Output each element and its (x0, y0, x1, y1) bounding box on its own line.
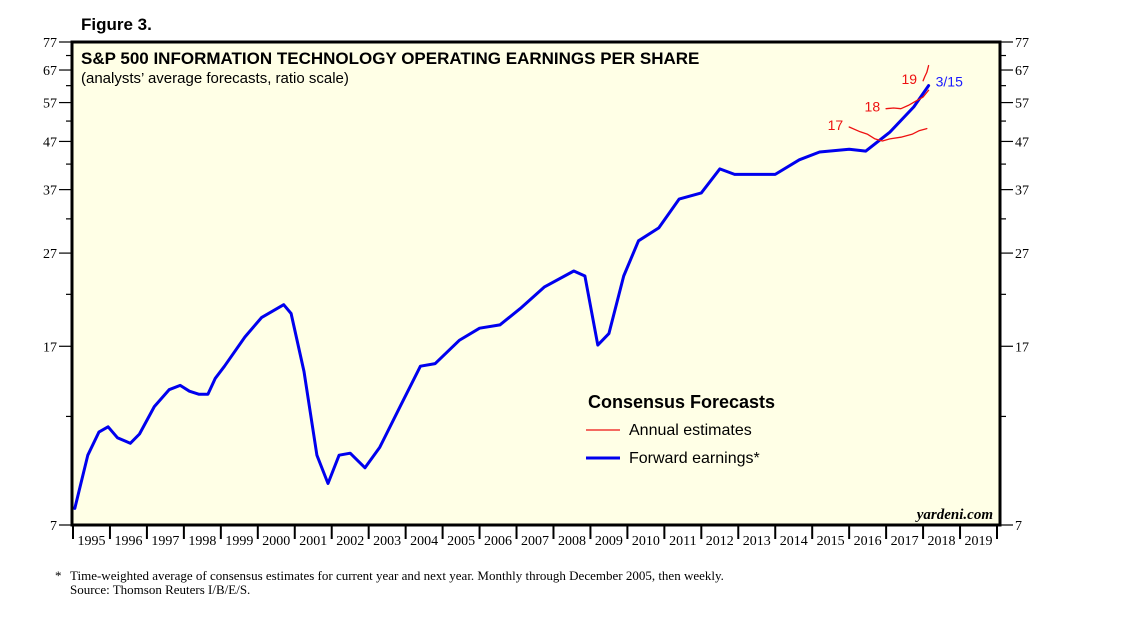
x-axis: 1995 1996 1997 1998 1999 2000 2001 2002 2003 2004… (72, 525, 998, 549)
series-forward-earnings-line (73, 84, 931, 510)
annual-label-17: 17 (828, 117, 844, 133)
y-tick-label-right: 77 (1015, 36, 1029, 51)
forward-end-label: 3/15 (936, 74, 963, 90)
source-credit: yardeni.com (915, 507, 993, 523)
x-tick-label: 2015 (817, 534, 845, 549)
y-tick-label-right: 37 (1015, 184, 1029, 199)
y-tick-label-right: 47 (1015, 135, 1029, 150)
x-tick-label: 2012 (706, 534, 734, 549)
x-tick-label: 1997 (151, 534, 179, 549)
legend-label-annual: Annual estimates (629, 422, 752, 439)
x-tick-label: 2000 (262, 534, 290, 549)
legend: Consensus Forecasts Annual estimates For… (586, 392, 775, 467)
y-tick-label-right: 67 (1015, 64, 1029, 79)
x-tick-label: 2004 (410, 534, 438, 549)
chart-title: S&P 500 INFORMATION TECHNOLOGY OPERATING… (81, 49, 699, 68)
annual-label-19: 19 (902, 71, 918, 87)
plot-area (72, 42, 1000, 525)
legend-title: Consensus Forecasts (588, 392, 775, 412)
x-tick-label: 2010 (632, 534, 660, 549)
y-tick-label-right: 57 (1015, 97, 1029, 112)
x-tick-label: 2002 (336, 534, 364, 549)
footnote-line-1: Time-weighted average of consensus estim… (70, 568, 724, 583)
y-axis-left: 7 17 27 37 47 57 67 77 (43, 36, 72, 534)
x-tick-label: 2006 (484, 534, 512, 549)
series-layer: 3/15 17 18 19 (73, 64, 963, 510)
y-tick-label-left: 17 (43, 340, 57, 355)
footnote-marker: * (55, 568, 62, 583)
x-tick-label: 2014 (780, 534, 808, 549)
x-tick-label: 2007 (521, 534, 549, 549)
x-tick-label: 2019 (965, 534, 993, 549)
legend-label-forward: Forward earnings* (629, 450, 760, 467)
y-tick-label-left: 7 (50, 519, 57, 534)
x-tick-label: 2018 (928, 534, 956, 549)
y-tick-label-left: 77 (43, 36, 57, 51)
plot-frame (70, 40, 1002, 527)
x-tick-label: 2013 (743, 534, 771, 549)
y-axis-right: 7 17 27 37 47 57 67 77 (1000, 36, 1029, 534)
y-tick-label-left: 27 (43, 247, 57, 262)
x-tick-label: 1995 (77, 534, 105, 549)
y-tick-label-right: 17 (1015, 340, 1029, 355)
y-tick-label-left: 67 (43, 64, 57, 79)
y-tick-label-right: 7 (1015, 519, 1022, 534)
y-tick-label-left: 37 (43, 184, 57, 199)
figure-label: Figure 3. (81, 15, 152, 34)
y-tick-label-right: 27 (1015, 247, 1029, 262)
x-tick-label: 2016 (854, 534, 882, 549)
x-tick-label: 1999 (225, 534, 253, 549)
y-tick-label-left: 47 (43, 135, 57, 150)
x-tick-label: 2011 (669, 534, 696, 549)
x-tick-label: 2003 (373, 534, 401, 549)
x-tick-label: 2001 (299, 534, 327, 549)
x-tick-label: 1996 (114, 534, 142, 549)
x-tick-label: 2009 (595, 534, 623, 549)
series-annual-19-line (922, 64, 930, 82)
x-tick-label: 1998 (188, 534, 216, 549)
x-tick-label: 2008 (558, 534, 586, 549)
footnote-line-2: Source: Thomson Reuters I/B/E/S. (70, 582, 250, 597)
x-tick-label: 2017 (891, 534, 919, 549)
chart-subtitle: (analysts’ average forecasts, ratio scal… (81, 70, 349, 87)
annual-label-18: 18 (865, 99, 881, 115)
y-tick-label-left: 57 (43, 97, 57, 112)
series-annual-17-line (848, 126, 928, 142)
series-annual-18-line (885, 89, 930, 110)
x-tick-label: 2005 (447, 534, 475, 549)
